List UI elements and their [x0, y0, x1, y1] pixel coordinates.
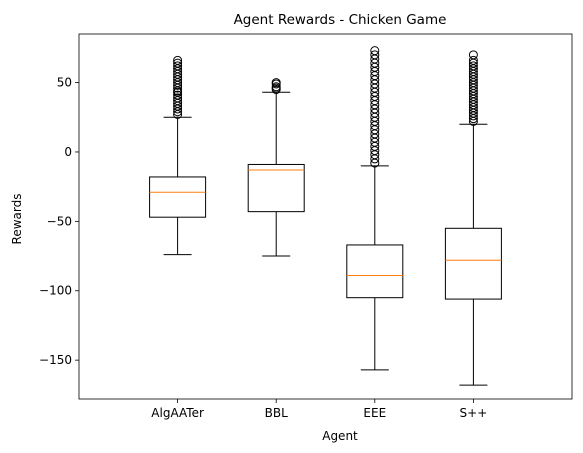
y-axis-label: Rewards [10, 194, 24, 245]
outlier-point [468, 50, 478, 60]
chart-title: Agent Rewards - Chicken Game [234, 12, 447, 28]
iqr-box [247, 163, 305, 213]
outlier-point [173, 90, 183, 100]
iqr-box [444, 227, 502, 300]
x-tick-label: S++ [460, 406, 488, 420]
iqr-box [149, 176, 207, 218]
outlier-point [173, 58, 183, 68]
x-tick-label: BBL [265, 406, 288, 420]
y-tick-label: 50 [57, 76, 72, 90]
outlier-point [173, 55, 183, 65]
outlier-point [370, 50, 380, 60]
y-tick-label: 0 [64, 145, 72, 159]
x-tick-label: EEE [363, 406, 386, 420]
outlier-point [173, 61, 183, 71]
y-tick-label: −100 [39, 284, 72, 298]
iqr-box [346, 244, 404, 299]
axes-frame [78, 33, 573, 400]
outlier-point [468, 55, 478, 65]
x-tick-label: AlgAATer [151, 406, 204, 420]
outlier-point [173, 93, 183, 103]
outlier-point [271, 82, 281, 92]
outlier-point [271, 78, 281, 88]
outlier-point [370, 46, 380, 56]
x-axis-label: Agent [322, 429, 358, 443]
plot-area: 50 0 −50 −100 −150 AlgAATer BBL EEE S++ [39, 33, 573, 420]
y-tick-label: −50 [47, 214, 72, 228]
outlier-point [468, 61, 478, 71]
y-tick-label: −150 [39, 353, 72, 367]
